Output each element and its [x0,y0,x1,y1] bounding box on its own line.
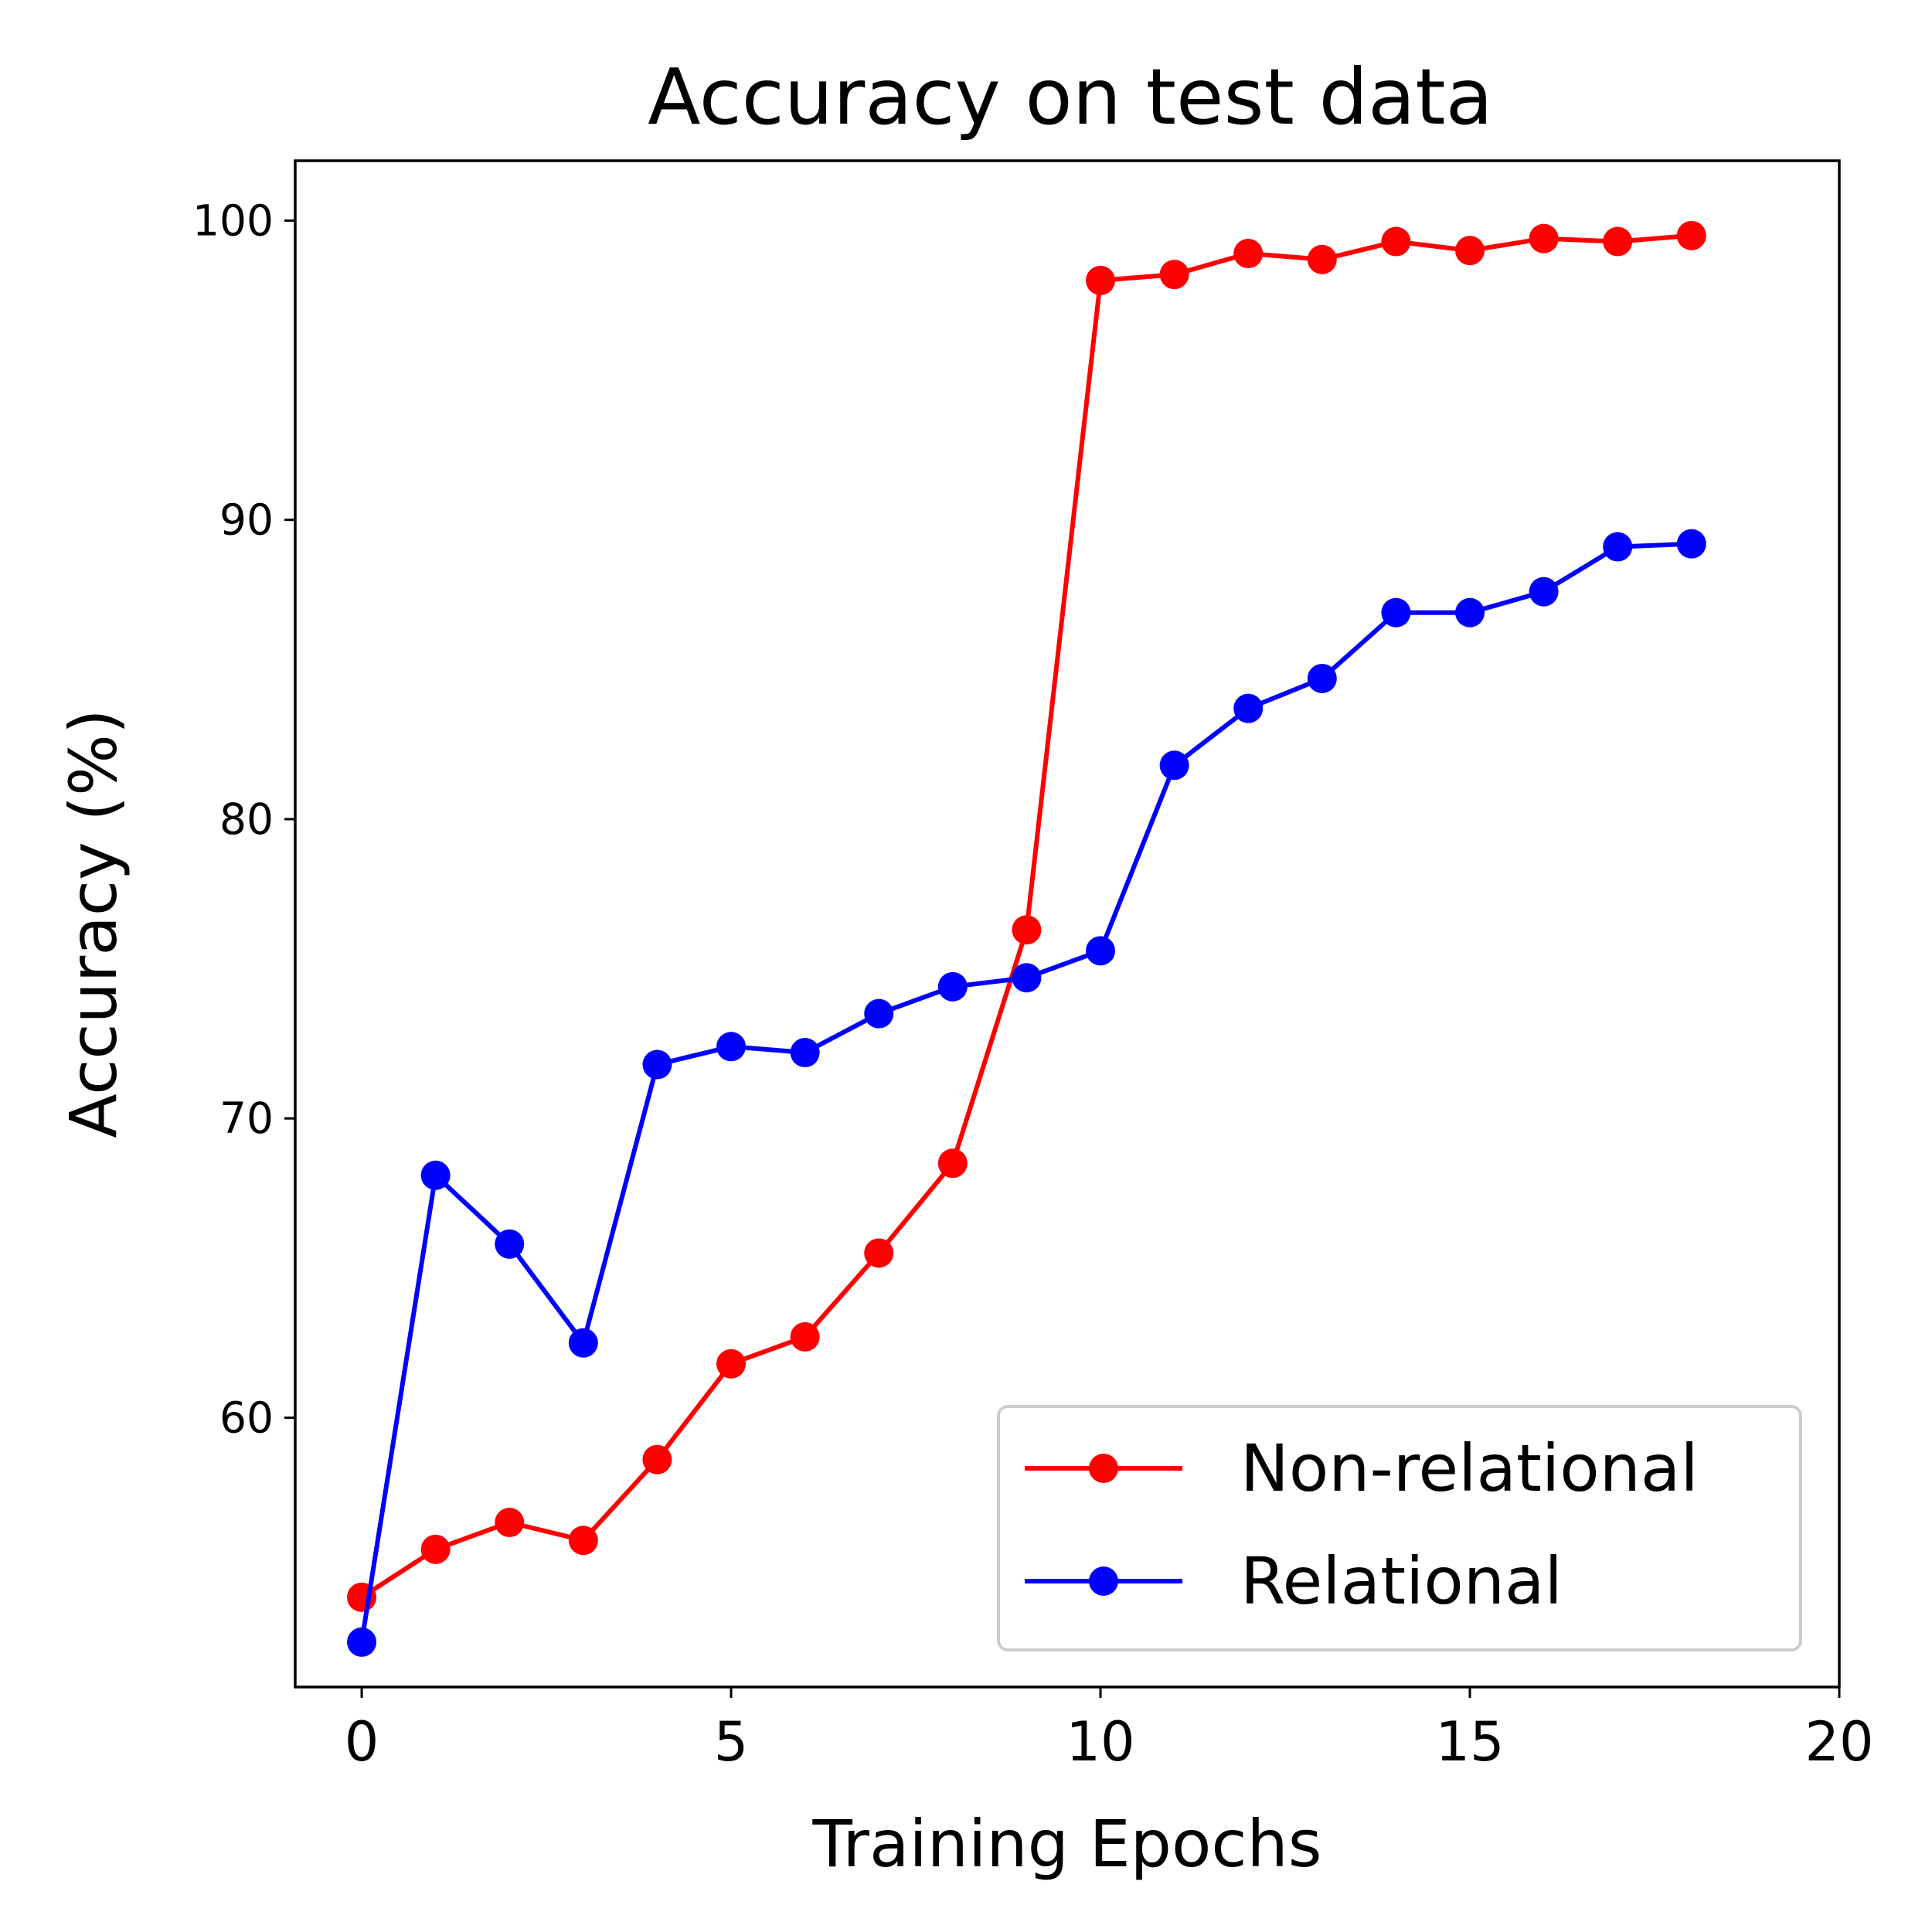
data-point-non-relational [1455,236,1485,266]
data-point-relational [790,1038,820,1068]
data-point-non-relational [1307,244,1337,274]
data-point-relational [642,1049,672,1080]
x-tick-label: 0 [345,1710,379,1774]
data-point-relational [1233,693,1264,723]
plot-frame [294,159,1841,1689]
data-point-non-relational [1676,220,1706,250]
legend-label-non-relational: Non-relational [1240,1430,1699,1506]
data-point-relational [1307,663,1337,693]
y-tick-label: 70 [219,1094,274,1143]
data-point-non-relational [1529,223,1559,253]
data-point-non-relational [1603,226,1633,257]
data-point-relational [1603,532,1633,562]
data-point-non-relational [790,1321,820,1352]
y-tick-label: 60 [219,1393,274,1442]
y-axis: 60 70 80 90 100 [192,196,295,1442]
data-point-relational [1086,936,1116,966]
data-point-non-relational [1012,915,1042,945]
data-point-non-relational [1233,239,1264,269]
data-point-non-relational [420,1534,451,1564]
data-point-non-relational [864,1238,894,1268]
legend-label-relational: Relational [1240,1543,1563,1619]
legend-marker-non-relational [1089,1454,1118,1483]
data-point-non-relational [1086,265,1116,295]
x-tick-label: 15 [1435,1710,1504,1774]
y-tick-label: 90 [219,495,274,545]
data-point-relational [1529,577,1559,607]
data-point-relational [716,1032,747,1062]
legend: Non-relational Relational [997,1405,1802,1651]
y-axis-label: Accuracy (%) [56,709,131,1138]
legend-frame [997,1405,1802,1651]
data-point-non-relational [642,1444,672,1475]
data-point-non-relational [495,1508,525,1538]
data-point-relational [1455,597,1485,628]
data-point-non-relational [937,1148,968,1179]
y-tick-label: 80 [219,794,274,844]
data-point-relational [1676,529,1706,559]
data-point-relational [1012,963,1042,993]
data-point-non-relational [716,1349,747,1379]
data-point-non-relational [568,1526,598,1556]
data-point-relational [1159,750,1189,781]
x-tick-label: 10 [1066,1710,1134,1774]
plot-content [347,220,1706,1657]
x-axis: 0 5 10 15 20 [345,1687,1874,1774]
data-point-relational [420,1160,451,1190]
data-point-relational [1381,597,1411,628]
x-axis-label: Training Epochs [811,1806,1321,1882]
data-point-relational [495,1229,525,1259]
x-tick-label: 20 [1804,1710,1873,1774]
x-tick-label: 5 [714,1710,749,1774]
data-point-relational [937,971,968,1002]
chart-title: Accuracy on test data [648,52,1493,142]
data-point-relational [864,998,894,1029]
data-point-relational [568,1328,598,1358]
legend-marker-relational [1089,1566,1118,1596]
y-tick-label: 100 [192,196,274,245]
data-point-relational [347,1627,377,1657]
data-point-non-relational [1159,260,1189,290]
data-point-non-relational [1381,226,1411,257]
